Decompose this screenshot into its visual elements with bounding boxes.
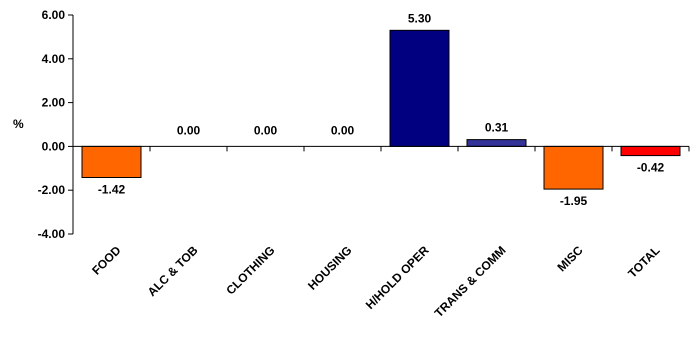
bar xyxy=(543,145,604,190)
data-label: 0.00 xyxy=(177,123,201,137)
category-label: TRANS & COMM xyxy=(432,243,509,320)
data-label: -1.95 xyxy=(560,194,588,208)
y-axis-ticks: 6.00 4.00 2.00 0.00 -2.00 -4.00 xyxy=(38,8,73,241)
data-label: -1.42 xyxy=(98,182,126,196)
bar xyxy=(389,29,450,147)
data-label: -0.42 xyxy=(637,161,665,175)
bar xyxy=(620,145,681,157)
y-tick-label: 4.00 xyxy=(42,52,66,66)
data-labels: -1.42 0.00 0.00 0.00 5.30 0.31 -1.95 -0.42 xyxy=(98,11,665,208)
category-label: ALC & TOB xyxy=(145,243,201,299)
category-labels: FOOD ALC & TOB CLOTHING HOUSING H/HOLD OPER T… xyxy=(89,243,662,320)
category-label: TOTAL xyxy=(625,243,662,280)
data-label: 0.00 xyxy=(254,123,278,137)
category-label: H/HOLD OPER xyxy=(363,243,432,312)
category-label: FOOD xyxy=(89,243,124,278)
y-tick-label: 2.00 xyxy=(42,96,66,110)
y-tick-label: -4.00 xyxy=(38,227,66,241)
y-axis-label: % xyxy=(13,117,24,131)
category-label: HOUSING xyxy=(305,243,355,293)
bar xyxy=(81,145,142,178)
data-label: 0.31 xyxy=(485,121,509,135)
data-label: 0.00 xyxy=(331,123,355,137)
y-tick-label: 6.00 xyxy=(42,8,66,22)
category-label: CLOTHING xyxy=(223,243,277,297)
y-tick-label: 0.00 xyxy=(42,139,66,153)
bar xyxy=(466,139,527,147)
axes xyxy=(72,15,690,234)
bars xyxy=(81,29,681,190)
category-label: MISC xyxy=(555,243,586,274)
y-tick-label: -2.00 xyxy=(38,183,66,197)
data-label: 5.30 xyxy=(408,11,432,25)
